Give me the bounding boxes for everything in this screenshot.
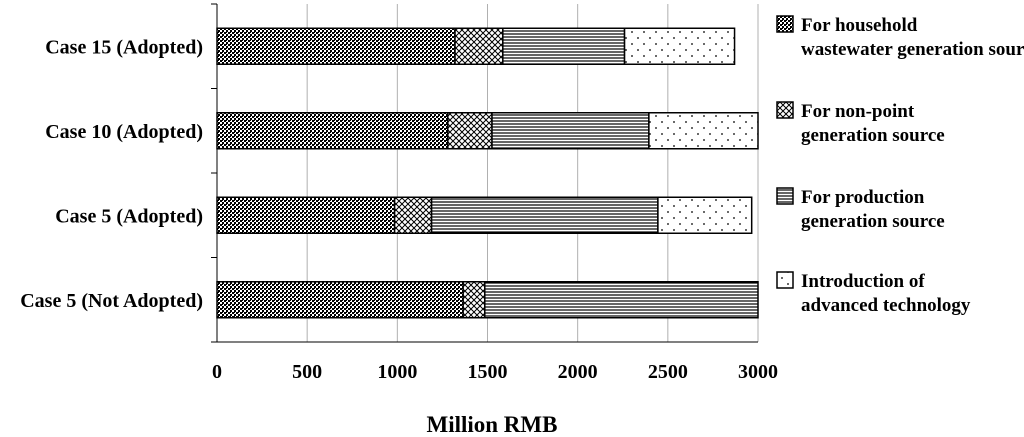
bar-segment [454,27,504,65]
legend-label: For non-point [801,101,915,122]
x-tick-label: 3000 [738,361,778,383]
bar-segment [623,27,736,65]
category-labels: Case 15 (Adopted) Case 10 (Adopted) Case 5… [20,36,203,312]
legend-item: For household wastewater generation sourc… [776,15,1024,60]
legend-label: wastewater generation source [801,39,1024,60]
legend-swatch [776,271,794,289]
legend-label: Introduction of [801,271,925,292]
x-tick-label: 0 [212,361,222,383]
bar-segment [216,112,449,150]
bar-segment [484,281,759,319]
legend-swatch [776,101,794,119]
bar-segment [216,196,396,234]
x-tick-label: 1000 [377,361,417,383]
x-axis-title: Million RMB [427,412,558,437]
bar-segment [491,112,650,150]
bars [216,27,759,319]
bar-segment [216,27,456,65]
category-label: Case 10 (Adopted) [45,121,203,143]
bar-segment [502,27,626,65]
x-tick-label: 2000 [558,361,598,383]
category-label: Case 5 (Adopted) [55,205,203,227]
legend-label: generation source [801,211,945,232]
legend-label: advanced technology [801,295,971,316]
bar-segment [447,112,493,150]
category-label: Case 5 (Not Adopted) [20,290,203,312]
legend-item: For non-point generation source [776,101,945,146]
bar-segment [393,196,433,234]
legend-label: For household [801,15,918,36]
legend-label: generation source [801,125,945,146]
legend-swatch [776,187,794,205]
legend-swatch [776,15,794,33]
legend-item: Introduction of advanced technology [776,271,971,316]
legend: For household wastewater generation sourc… [776,15,1024,316]
category-label: Case 15 (Adopted) [45,36,203,58]
bar-segment [216,281,464,319]
bar-segment [657,196,753,234]
bar-segment [430,196,659,234]
legend-label: For production [801,187,925,208]
bar-segment [648,112,759,150]
bar-segment [462,281,486,319]
x-tick-labels: 0 500 1000 1500 2000 2500 3000 [212,361,778,383]
x-tick-label: 500 [292,361,322,383]
x-tick-label: 2500 [648,361,688,383]
x-tick-label: 1500 [468,361,508,383]
legend-item: For production generation source [776,187,945,232]
